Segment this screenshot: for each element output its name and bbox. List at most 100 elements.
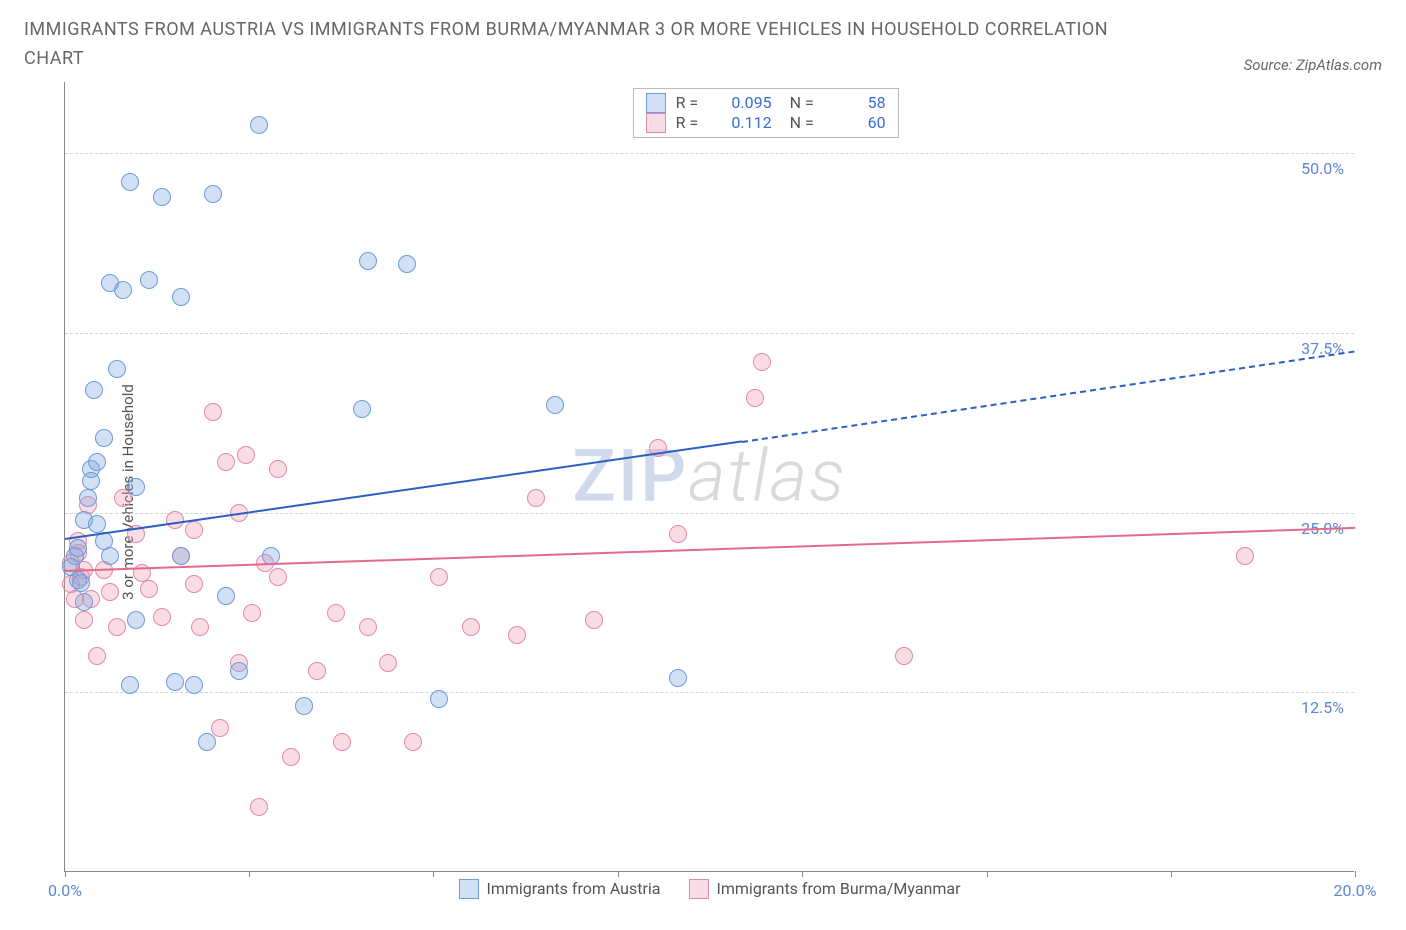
scatter-point-b xyxy=(585,611,603,629)
scatter-point-a xyxy=(127,611,145,629)
scatter-point-b xyxy=(753,353,771,371)
x-tick xyxy=(1171,871,1172,877)
scatter-point-b xyxy=(327,604,345,622)
source-label: Source: ZipAtlas.com xyxy=(1244,56,1382,74)
scatter-point-b xyxy=(243,604,261,622)
series-legend: Immigrants from Austria Immigrants from B… xyxy=(458,879,960,899)
trend-line-a xyxy=(65,441,743,541)
scatter-point-a xyxy=(204,185,222,203)
scatter-point-b xyxy=(88,647,106,665)
scatter-point-b xyxy=(1236,547,1254,565)
scatter-point-a xyxy=(79,489,97,507)
legend-n-value: 58 xyxy=(834,93,886,112)
scatter-point-b xyxy=(462,618,480,636)
stats-legend-row: R = 0.112 N = 60 xyxy=(646,113,886,133)
scatter-point-b xyxy=(101,583,119,601)
x-tick xyxy=(987,871,988,877)
scatter-point-b xyxy=(250,798,268,816)
scatter-point-b xyxy=(217,453,235,471)
scatter-point-b xyxy=(527,489,545,507)
gridline xyxy=(65,153,1354,154)
scatter-point-b xyxy=(895,647,913,665)
scatter-point-b xyxy=(108,618,126,636)
x-tick xyxy=(802,871,803,877)
scatter-point-a xyxy=(140,271,158,289)
scatter-point-a xyxy=(353,400,371,418)
scatter-point-b xyxy=(211,719,229,737)
chart-title: IMMIGRANTS FROM AUSTRIA VS IMMIGRANTS FR… xyxy=(24,16,1124,74)
scatter-point-a xyxy=(230,662,248,680)
scatter-point-a xyxy=(88,515,106,533)
scatter-point-b xyxy=(140,580,158,598)
scatter-point-a xyxy=(166,673,184,691)
stats-legend-row: R = 0.095 N = 58 xyxy=(646,93,886,113)
scatter-point-a xyxy=(82,472,100,490)
x-tick xyxy=(433,871,434,877)
scatter-point-b xyxy=(269,568,287,586)
scatter-point-a xyxy=(430,690,448,708)
legend-swatch xyxy=(458,879,478,899)
legend-swatch xyxy=(646,93,666,113)
scatter-point-b xyxy=(333,733,351,751)
series-legend-item: Immigrants from Austria xyxy=(458,879,660,899)
series-legend-item: Immigrants from Burma/Myanmar xyxy=(689,879,961,899)
scatter-point-a xyxy=(359,252,377,270)
gridline xyxy=(65,333,1354,334)
scatter-point-a xyxy=(108,360,126,378)
legend-r-value: 0.095 xyxy=(720,93,772,112)
chart-container: 3 or more Vehicles in Household ZIPatlas… xyxy=(24,82,1382,902)
legend-n-label: N = xyxy=(790,113,824,132)
legend-r-label: R = xyxy=(676,93,710,112)
y-tick-label: 12.5% xyxy=(1301,698,1344,717)
legend-swatch xyxy=(646,113,666,133)
x-tick xyxy=(249,871,250,877)
scatter-point-a xyxy=(85,381,103,399)
scatter-point-b xyxy=(191,618,209,636)
scatter-point-a xyxy=(295,697,313,715)
scatter-point-a xyxy=(172,547,190,565)
scatter-point-a xyxy=(121,173,139,191)
scatter-point-a xyxy=(398,255,416,273)
scatter-point-b xyxy=(669,525,687,543)
trend-line-a-dashed xyxy=(742,350,1355,442)
scatter-point-a xyxy=(185,676,203,694)
scatter-point-a xyxy=(172,288,190,306)
scatter-point-b xyxy=(508,626,526,644)
plot-area: ZIPatlas 12.5%25.0%37.5%50.0%0.0%20.0%R … xyxy=(64,82,1354,872)
scatter-point-b xyxy=(237,446,255,464)
scatter-point-a xyxy=(250,116,268,134)
legend-n-value: 60 xyxy=(834,113,886,132)
legend-r-label: R = xyxy=(676,113,710,132)
x-tick xyxy=(618,871,619,877)
series-legend-label: Immigrants from Austria xyxy=(486,879,660,898)
stats-legend: R = 0.095 N = 58 R = 0.112 N = 60 xyxy=(633,88,899,138)
x-tick-label: 20.0% xyxy=(1334,881,1377,900)
gridline xyxy=(65,513,1354,514)
scatter-point-b xyxy=(185,521,203,539)
scatter-point-a xyxy=(127,478,145,496)
x-tick xyxy=(1355,871,1356,877)
scatter-point-a xyxy=(546,396,564,414)
scatter-point-a xyxy=(69,539,87,557)
scatter-point-a xyxy=(114,281,132,299)
legend-r-value: 0.112 xyxy=(720,113,772,132)
x-tick xyxy=(65,871,66,877)
series-legend-label: Immigrants from Burma/Myanmar xyxy=(717,879,961,898)
scatter-point-b xyxy=(185,575,203,593)
scatter-point-b xyxy=(746,389,764,407)
scatter-point-b xyxy=(75,611,93,629)
scatter-point-a xyxy=(88,453,106,471)
scatter-point-b xyxy=(308,662,326,680)
scatter-point-b xyxy=(379,654,397,672)
gridline xyxy=(65,692,1354,693)
scatter-point-a xyxy=(95,429,113,447)
trend-line-b xyxy=(65,527,1355,572)
scatter-point-a xyxy=(121,676,139,694)
legend-n-label: N = xyxy=(790,93,824,112)
scatter-point-a xyxy=(153,188,171,206)
scatter-point-b xyxy=(359,618,377,636)
scatter-point-a xyxy=(72,574,90,592)
scatter-point-a xyxy=(669,669,687,687)
scatter-point-a xyxy=(217,587,235,605)
y-tick-label: 50.0% xyxy=(1301,159,1344,178)
